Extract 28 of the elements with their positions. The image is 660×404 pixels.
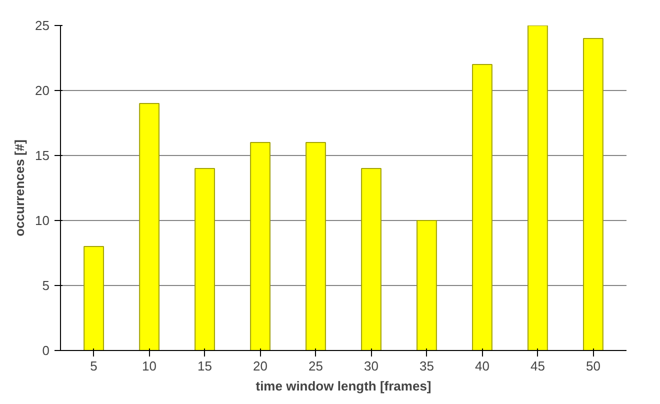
bar [194,168,215,350]
x-tick-label: 25 [308,358,323,374]
bar [416,220,437,350]
bar [472,64,492,350]
bar [250,142,270,350]
x-tick-label: 35 [420,358,434,374]
bar [139,103,160,350]
bar [306,142,326,350]
y-axis-title: occurrences [#] [12,140,28,236]
x-tick-label: 20 [253,358,268,374]
x-tick-label: 50 [586,358,600,374]
x-tick-label: 10 [142,358,157,374]
y-tick-label: 15 [35,148,50,163]
bar [582,38,604,350]
bar [528,26,548,350]
x-tick-label: 40 [474,358,490,374]
y-tick-label: 5 [42,278,50,293]
bar [361,168,382,350]
x-tick-label: 15 [198,358,212,374]
y-tick-label: 0 [42,343,50,358]
x-tick-label: 5 [90,358,98,374]
x-axis-title: time window length [frames] [256,378,432,394]
x-tick-label: 30 [364,358,378,374]
y-tick-label: 20 [35,83,50,98]
x-tick-label: 45 [530,358,545,374]
y-tick-label: 25 [35,18,50,33]
y-tick-label: 10 [35,213,50,228]
bar [84,246,104,350]
